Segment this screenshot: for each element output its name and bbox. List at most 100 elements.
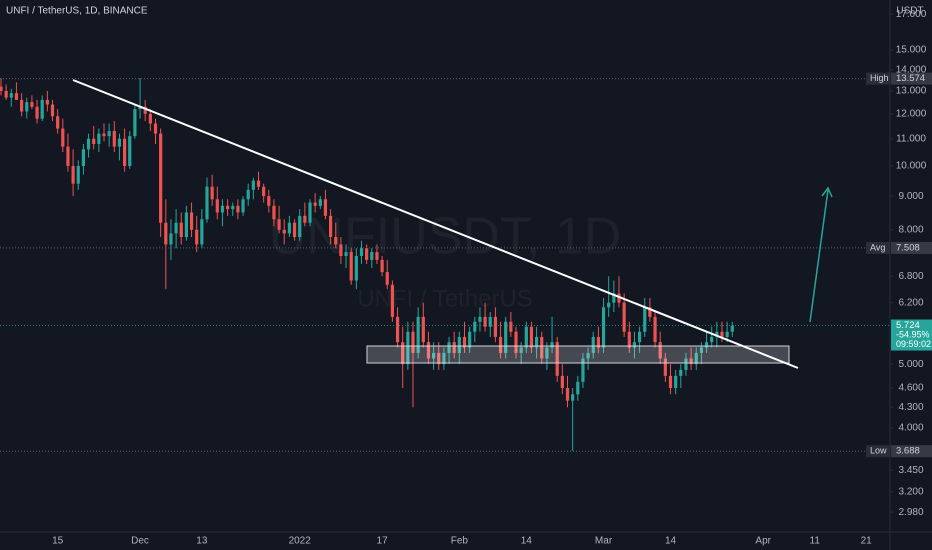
candle-body	[390, 284, 394, 317]
level-tag	[866, 445, 890, 458]
candle-body	[529, 326, 534, 348]
chart-title: UNFI / TetherUS, 1D, BINANCE	[6, 6, 148, 17]
level-value: 13.574	[896, 73, 925, 84]
last-price-tag	[891, 319, 932, 351]
candle-body	[313, 202, 317, 206]
watermark: UNFIUSDT, 1D	[269, 208, 621, 266]
candle-body	[86, 138, 91, 150]
candle-body	[468, 331, 472, 348]
y-tick-label: 11.000	[896, 133, 926, 144]
candle-body	[710, 336, 714, 343]
y-tick-label: 14.000	[896, 64, 927, 75]
candle-body	[153, 123, 158, 134]
plot	[0, 78, 890, 452]
candle-body	[638, 331, 642, 343]
candle-body	[236, 205, 240, 213]
candle-body	[20, 99, 24, 112]
candle-body	[524, 326, 528, 348]
candle-body	[210, 186, 214, 200]
level-value: 7.508	[896, 242, 920, 253]
candle-body	[298, 215, 302, 238]
candle-body	[571, 394, 575, 401]
candle-body	[565, 388, 570, 401]
candle-body	[71, 165, 75, 184]
level-tag	[866, 241, 890, 254]
candle-body	[66, 146, 70, 166]
candle-body	[123, 138, 127, 166]
arrow-head	[821, 186, 833, 198]
candle-body	[292, 222, 297, 238]
candle-body	[663, 358, 667, 376]
candle-body	[416, 316, 420, 353]
candle-body	[25, 102, 29, 112]
candle-body	[262, 186, 266, 197]
candle-body	[498, 336, 503, 353]
level-label: Low	[870, 446, 887, 456]
candle-body	[143, 106, 147, 114]
candle-body	[4, 90, 8, 98]
level-value-tag	[891, 241, 932, 254]
x-tick-label: 2022	[289, 536, 312, 547]
candle-body	[282, 229, 286, 234]
y-tick-label: 4.300	[898, 402, 923, 413]
arrow-drawing	[809, 189, 829, 323]
candle-body	[241, 199, 245, 213]
y-tick-label: 15.000	[896, 45, 927, 56]
candle-body	[591, 336, 595, 353]
candle-body	[133, 109, 137, 137]
last-price: 5.724	[896, 320, 920, 331]
candle-body	[117, 138, 122, 147]
candle-body	[200, 219, 204, 245]
candle-body	[56, 116, 60, 129]
candle-body	[61, 128, 65, 147]
candle-body	[14, 93, 19, 100]
candle-body	[81, 149, 85, 166]
candle-body	[92, 138, 96, 144]
candle-body	[35, 106, 39, 119]
candle-body	[339, 244, 343, 256]
candle-body	[488, 316, 492, 327]
candle-body	[159, 133, 163, 223]
candle-body	[643, 307, 647, 332]
candle-body	[267, 196, 271, 206]
candle-body	[653, 316, 657, 343]
candle-body	[277, 219, 281, 230]
candle-body	[447, 342, 451, 353]
range-box-drawing	[366, 345, 790, 364]
candle-body	[576, 381, 580, 395]
x-tick-label: Dec	[131, 536, 149, 547]
watermark-subtitle: UNFI / TetherUS	[357, 285, 533, 312]
candle-body	[380, 259, 384, 273]
y-tick-label: 6.200	[898, 297, 923, 308]
candle-body	[231, 205, 235, 210]
candle-body	[689, 358, 693, 365]
candle-body	[457, 336, 461, 353]
candle-body	[627, 331, 631, 348]
candle-body	[359, 248, 364, 256]
candle-body	[50, 104, 55, 117]
candle-body	[632, 342, 637, 348]
candle-body	[112, 131, 116, 147]
candle-body	[365, 248, 369, 260]
candle-body	[617, 293, 621, 303]
candle-body	[478, 316, 482, 322]
candle-body	[128, 136, 132, 166]
candle-body	[329, 215, 333, 238]
candle-body	[251, 180, 255, 190]
candle-body	[437, 352, 441, 365]
y-tick-label: 2.980	[898, 507, 923, 518]
level-label: High	[870, 73, 889, 83]
x-tick-label: Mar	[595, 536, 613, 547]
candle-body	[514, 331, 518, 353]
candle-body	[138, 106, 142, 110]
candle-body	[318, 199, 322, 206]
candle-body	[519, 347, 523, 353]
candle-body	[174, 222, 178, 234]
candle-body	[411, 331, 415, 353]
x-tick-label: 13	[196, 536, 208, 547]
candle-body	[452, 342, 456, 353]
candle-body	[226, 205, 230, 210]
candle-body	[668, 375, 673, 389]
